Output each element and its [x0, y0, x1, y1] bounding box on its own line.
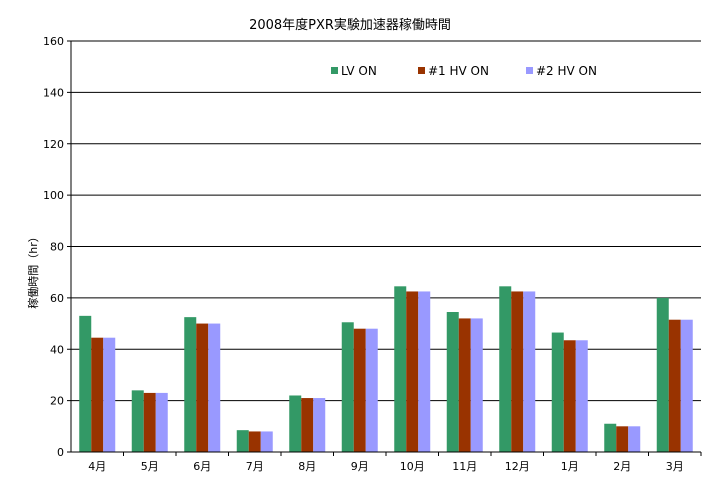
bar-3-11	[628, 426, 641, 452]
bar-1-11	[604, 423, 617, 452]
bar-1-12	[656, 297, 669, 452]
y-tick-label: 140	[43, 86, 64, 99]
bar-2-8	[458, 318, 471, 452]
x-tick-label: 8月	[298, 460, 316, 473]
y-tick-label: 100	[43, 189, 64, 202]
chart-title: 2008年度PXR実験加速器稼働時間	[249, 17, 451, 33]
y-tick-label: 80	[50, 241, 64, 254]
y-tick-label: 20	[50, 395, 64, 408]
bar-2-9	[511, 291, 524, 452]
legend-swatch-2	[418, 67, 425, 74]
bar-1-6	[341, 322, 354, 452]
x-tick-label: 6月	[193, 460, 211, 473]
y-tick-label: 120	[43, 138, 64, 151]
x-tick-label: 3月	[666, 460, 684, 473]
bar-2-1	[91, 337, 104, 452]
bar-3-6	[365, 328, 378, 452]
bar-2-12	[668, 319, 681, 452]
bar-1-2	[131, 390, 144, 452]
bar-3-9	[523, 291, 536, 452]
bar-1-1	[79, 315, 92, 452]
bar-2-5	[301, 398, 314, 452]
x-tick-label: 12月	[505, 460, 530, 473]
gridlines	[71, 40, 701, 402]
y-tick-label: 60	[50, 292, 64, 305]
bar-1-4	[236, 430, 249, 452]
bars	[79, 286, 693, 452]
x-tick-label: 5月	[141, 460, 159, 473]
bar-3-7	[418, 291, 431, 452]
legend-swatch-1	[331, 67, 338, 74]
bar-1-8	[446, 312, 459, 452]
bar-2-4	[248, 431, 261, 452]
bar-3-12	[680, 319, 693, 452]
axes	[70, 41, 701, 453]
bar-3-2	[155, 392, 168, 452]
y-axis-ticks: 0 20 40 60 80 100 120 140 160	[43, 35, 71, 459]
bar-2-7	[406, 291, 419, 452]
y-tick-label: 0	[57, 446, 64, 459]
bar-1-3	[184, 317, 197, 452]
bar-1-10	[551, 332, 564, 452]
legend-label-3: #2 HV ON	[536, 64, 597, 78]
bar-3-4	[260, 431, 273, 452]
bar-1-5	[289, 395, 302, 452]
x-tick-label: 2月	[613, 460, 631, 473]
y-tick-label: 160	[43, 35, 64, 48]
x-tick-label: 10月	[400, 460, 425, 473]
bar-2-3	[196, 323, 209, 452]
bar-3-1	[103, 337, 116, 452]
x-tick-label: 1月	[561, 460, 579, 473]
x-tick-label: 7月	[246, 460, 264, 473]
bar-1-9	[499, 286, 512, 452]
bar-3-8	[470, 318, 483, 452]
x-tick-label: 9月	[351, 460, 369, 473]
x-tick-label: 4月	[88, 460, 106, 473]
legend-label-2: #1 HV ON	[428, 64, 489, 78]
legend: LV ON #1 HV ON #2 HV ON	[331, 64, 597, 78]
legend-label-1: LV ON	[341, 64, 377, 78]
bar-2-10	[563, 340, 576, 452]
bar-3-3	[208, 323, 221, 452]
bar-1-7	[394, 286, 407, 452]
bar-2-6	[353, 328, 366, 452]
bar-2-2	[143, 392, 156, 452]
legend-swatch-3	[526, 67, 533, 74]
bar-3-10	[575, 340, 588, 452]
bar-2-11	[616, 426, 629, 452]
y-tick-label: 40	[50, 343, 64, 356]
x-axis-ticks: 4月 5月 6月 7月 8月 9月 10月 11月 12月 1月 2月 3月	[88, 452, 702, 473]
x-tick-label: 11月	[452, 460, 477, 473]
y-axis-label: 稼働時間（hr）	[26, 231, 40, 309]
bar-3-5	[313, 398, 326, 452]
